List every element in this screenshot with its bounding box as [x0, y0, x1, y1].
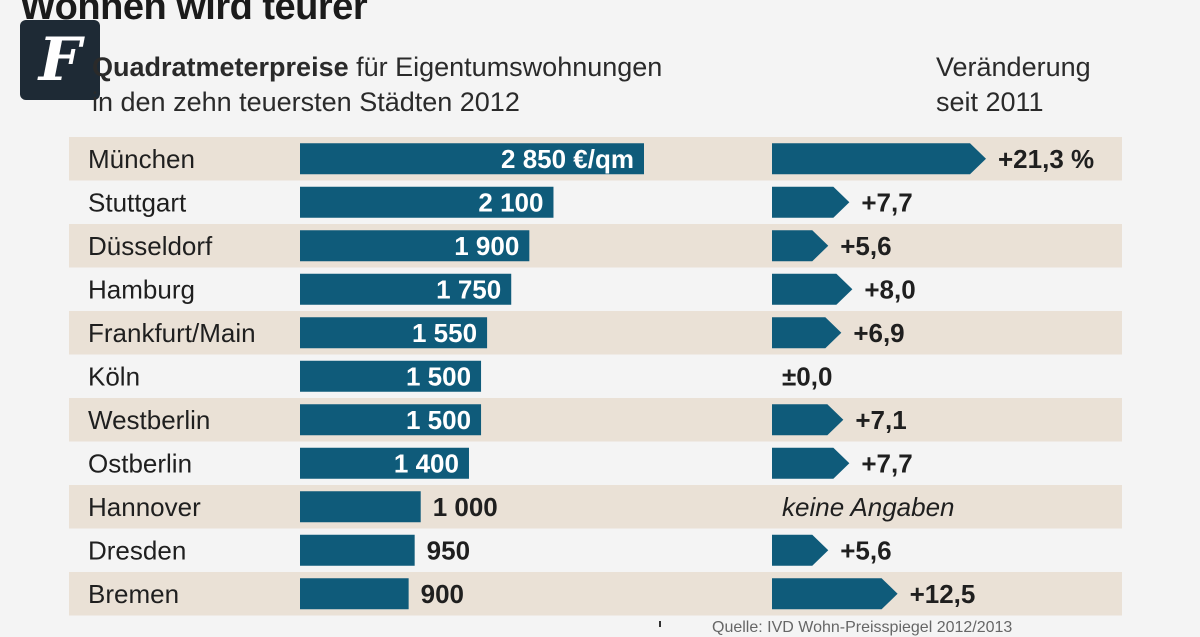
change-arrow — [772, 273, 853, 305]
price-label: 2 100 — [478, 187, 543, 217]
change-arrow — [772, 230, 829, 262]
subtitle-rest: für Eigentumswohnungen — [348, 52, 663, 82]
price-bar — [300, 186, 554, 218]
city-label: Düsseldorf — [88, 231, 213, 261]
city-label: Ostberlin — [88, 448, 192, 478]
change-label: +21,3 % — [998, 144, 1094, 174]
change-arrow — [772, 143, 986, 175]
price-label: 900 — [421, 579, 464, 609]
price-bar — [300, 491, 421, 523]
price-label: 1 550 — [412, 318, 477, 348]
change-header-line1: Veränderung — [936, 52, 1091, 82]
change-arrow — [772, 186, 850, 218]
price-bar — [300, 578, 409, 610]
price-label: 1 500 — [406, 361, 471, 391]
change-label: +8,0 — [864, 274, 915, 304]
row-stripe — [69, 572, 1122, 616]
change-arrow — [772, 404, 844, 436]
source-note: Quelle: IVD Wohn-Preisspiegel 2012/2013 — [712, 619, 1013, 636]
city-label: München — [88, 144, 195, 174]
price-label: 1 750 — [436, 274, 501, 304]
price-label: 1 900 — [454, 231, 519, 261]
faz-logo-icon: F — [20, 20, 100, 100]
change-arrow — [772, 578, 898, 610]
change-label: +7,7 — [861, 448, 912, 478]
change-header-line2: seit 2011 — [936, 87, 1044, 117]
price-bar — [300, 360, 482, 392]
change-label: +6,9 — [853, 318, 904, 348]
price-bar — [300, 317, 488, 349]
chart-subtitle: Quadratmeterpreise für Eigentumswohnunge… — [92, 50, 662, 120]
price-bar — [300, 404, 482, 436]
price-bar — [300, 447, 469, 479]
price-bar — [300, 534, 415, 566]
price-label: 2 850 €/qm — [501, 144, 634, 174]
price-label: 1 400 — [394, 448, 459, 478]
city-label: Hamburg — [88, 274, 195, 304]
change-label: +7,7 — [861, 187, 912, 217]
change-column-header: Veränderung seit 2011 — [936, 50, 1091, 120]
row-stripe — [69, 311, 1122, 355]
change-label: ±0,0 — [782, 361, 832, 391]
city-label: Bremen — [88, 579, 179, 609]
change-label: +5,6 — [840, 535, 891, 565]
change-arrow — [772, 534, 829, 566]
subtitle-bold: Quadratmeterpreise — [92, 52, 349, 82]
change-label: keine Angaben — [782, 492, 955, 522]
city-label: Stuttgart — [88, 187, 187, 217]
change-label: +7,1 — [855, 405, 906, 435]
row-stripe — [69, 398, 1122, 442]
city-label: Frankfurt/Main — [88, 318, 256, 348]
city-label: Köln — [88, 361, 140, 391]
price-label: 950 — [427, 535, 470, 565]
city-label: Dresden — [88, 535, 186, 565]
price-bar — [300, 273, 512, 305]
price-label: 1 500 — [406, 405, 471, 435]
change-label: +12,5 — [910, 579, 976, 609]
price-bar — [300, 230, 530, 262]
price-bar — [300, 143, 644, 175]
subtitle-line2: in den zehn teuersten Städten 2012 — [92, 87, 520, 117]
price-label: 1 000 — [433, 492, 498, 522]
row-stripe — [69, 485, 1122, 529]
logo-letter: F — [38, 25, 82, 95]
change-arrow — [772, 447, 850, 479]
change-label: +5,6 — [840, 231, 891, 261]
city-label: Westberlin — [88, 405, 210, 435]
row-stripe — [69, 224, 1122, 268]
city-label: Hannover — [88, 492, 201, 522]
change-arrow — [772, 317, 842, 349]
